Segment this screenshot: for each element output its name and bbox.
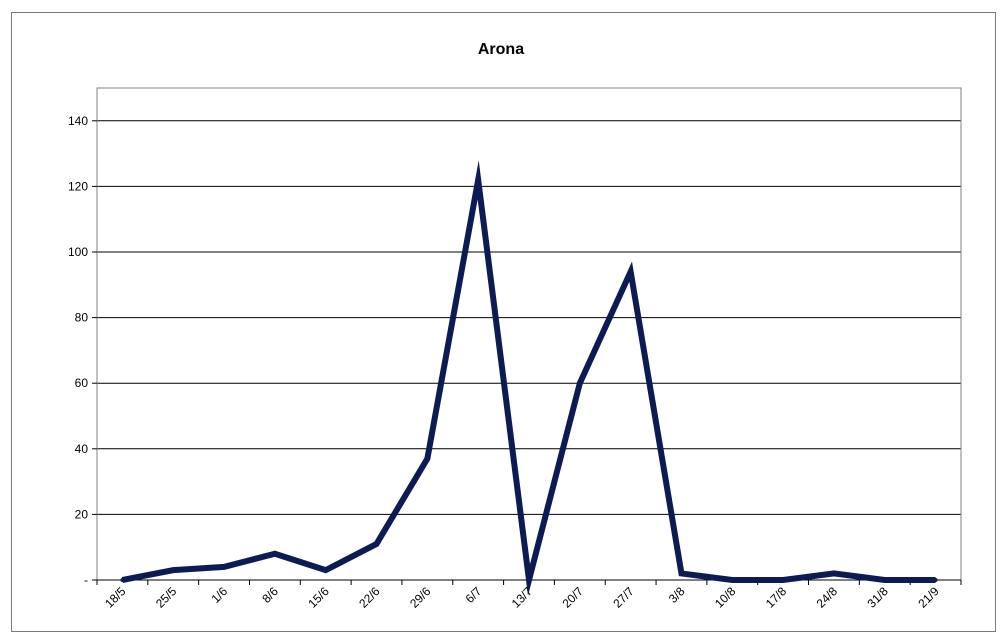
x-tick-label: 8/6 bbox=[259, 584, 281, 606]
x-tick-label: 6/7 bbox=[463, 584, 485, 606]
data-point bbox=[120, 578, 125, 582]
x-tick-label: 10/8 bbox=[712, 584, 739, 611]
data-point bbox=[323, 568, 328, 573]
data-point bbox=[374, 541, 379, 546]
data-point bbox=[577, 381, 582, 386]
series-group bbox=[120, 160, 938, 596]
x-tick-label: 1/6 bbox=[208, 584, 230, 606]
series-line bbox=[121, 160, 936, 596]
data-point bbox=[222, 564, 227, 569]
y-tick-label: 100 bbox=[68, 245, 88, 259]
y-tick-label: 60 bbox=[75, 376, 89, 390]
x-tick-label: 13/7 bbox=[509, 584, 536, 611]
x-tick-label: 15/6 bbox=[305, 584, 332, 611]
data-point bbox=[527, 578, 531, 582]
data-point bbox=[679, 571, 684, 576]
data-point bbox=[781, 578, 786, 582]
y-tick-label: 20 bbox=[75, 507, 89, 521]
y-tick-label: 40 bbox=[75, 442, 89, 456]
data-point bbox=[933, 578, 938, 582]
x-tick-label: 31/8 bbox=[864, 584, 891, 611]
data-point bbox=[628, 269, 633, 274]
x-tick-label: 29/6 bbox=[407, 584, 434, 611]
x-tick-label: 3/8 bbox=[666, 584, 688, 606]
x-tick-label: 18/5 bbox=[102, 584, 129, 611]
y-tick-label: 120 bbox=[68, 179, 88, 193]
data-point bbox=[272, 551, 277, 556]
data-point bbox=[476, 177, 481, 182]
x-tick-label: 27/7 bbox=[610, 584, 637, 611]
chart-frame bbox=[11, 12, 996, 632]
data-point bbox=[171, 568, 176, 573]
plot-area bbox=[96, 87, 962, 581]
y-tick-label: 140 bbox=[68, 114, 88, 128]
x-tick-label: 17/8 bbox=[763, 584, 790, 611]
data-point bbox=[831, 571, 836, 576]
x-tick-label: 22/6 bbox=[356, 584, 383, 611]
chart-title: Arona bbox=[477, 41, 525, 58]
y-tick-label: 80 bbox=[75, 311, 89, 325]
x-tick-label: 24/8 bbox=[814, 584, 841, 611]
x-tick-label: 25/5 bbox=[153, 584, 180, 611]
x-tick-label: 20/7 bbox=[560, 584, 587, 611]
y-tick-label: - bbox=[84, 573, 88, 587]
data-point bbox=[882, 578, 887, 582]
data-point bbox=[425, 456, 430, 461]
gridlines bbox=[97, 120, 961, 515]
y-axis: - 20 40 60 80 100 120 140 bbox=[68, 114, 97, 587]
data-point bbox=[730, 578, 735, 582]
x-tick-label: 21/9 bbox=[915, 584, 942, 611]
